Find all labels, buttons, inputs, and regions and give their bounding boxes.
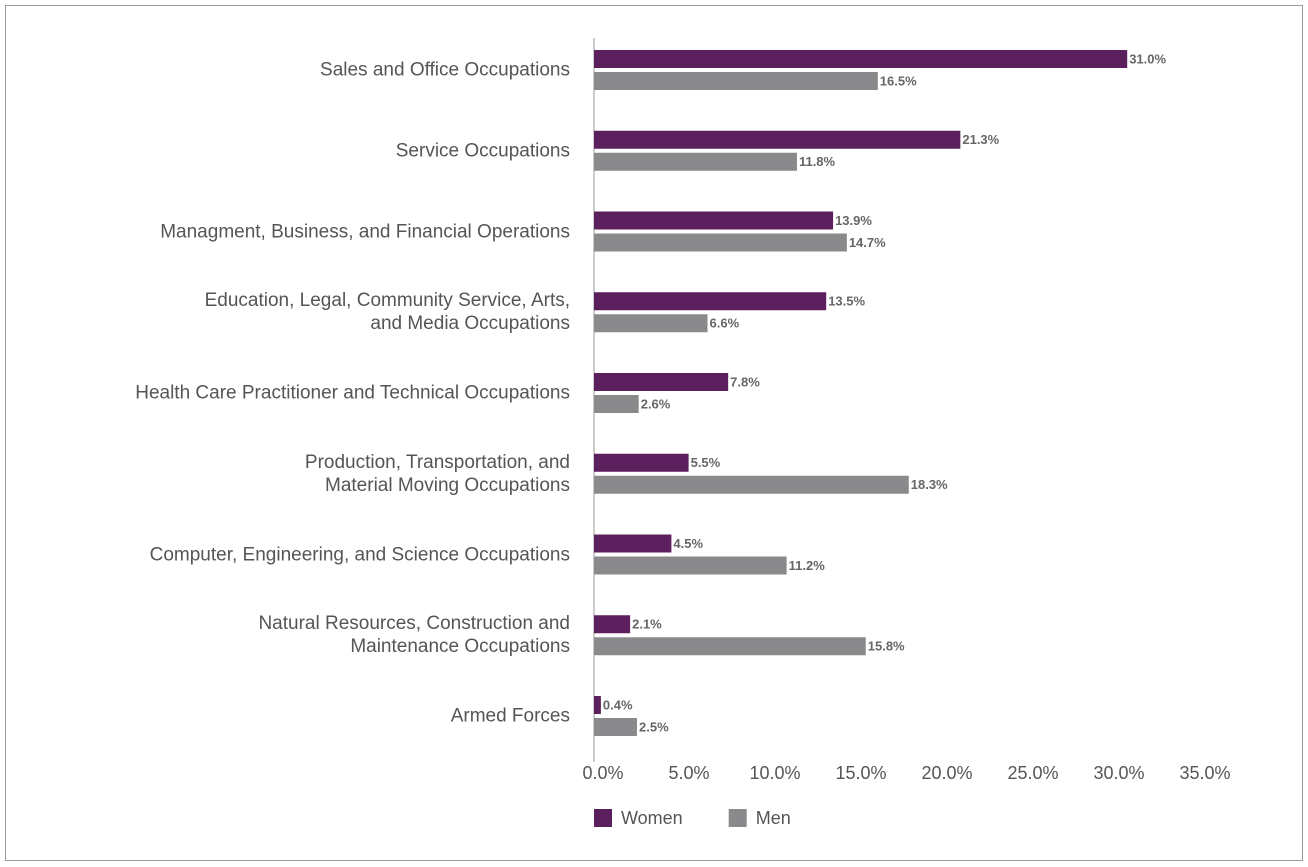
bar <box>594 395 639 413</box>
value-label: 14.7% <box>849 235 886 250</box>
value-label: 6.6% <box>710 316 740 331</box>
bar <box>594 534 672 553</box>
bar <box>594 292 827 311</box>
value-label: 16.5% <box>880 73 917 88</box>
category-label: Armed Forces <box>450 705 570 727</box>
bar <box>594 72 878 90</box>
value-label: 15.8% <box>868 639 905 654</box>
value-label: 13.9% <box>835 213 872 228</box>
bar <box>594 314 708 333</box>
category-label: Education, Legal, Community Service, Art… <box>204 290 570 335</box>
bar <box>594 152 797 171</box>
bar <box>594 637 866 656</box>
value-label: 4.5% <box>673 536 703 551</box>
legend-label: Women <box>621 808 683 828</box>
value-label: 5.5% <box>691 455 721 470</box>
value-label: 31.0% <box>1129 51 1166 66</box>
category-label: Health Care Practitioner and Technical O… <box>135 382 570 404</box>
value-label: 18.3% <box>911 477 948 492</box>
bar <box>594 718 637 736</box>
x-tick-label: 25.0% <box>1007 763 1058 783</box>
bar <box>594 373 729 391</box>
value-label: 11.8% <box>799 154 836 169</box>
category-label: Production, Transportation, and Material… <box>304 451 570 496</box>
bar <box>594 696 601 714</box>
value-label: 11.2% <box>789 558 826 573</box>
value-label: 13.5% <box>828 294 865 309</box>
x-tick-label: 15.0% <box>835 763 886 783</box>
category-label: Service Occupations <box>395 140 570 162</box>
bar <box>594 475 909 494</box>
x-tick-label: 30.0% <box>1093 763 1144 783</box>
x-tick-label: 10.0% <box>749 763 800 783</box>
x-tick-label: 5.0% <box>668 763 709 783</box>
category-label: Natural Resources, Construction and Main… <box>258 613 570 658</box>
value-label: 2.6% <box>641 396 671 411</box>
bar <box>594 615 631 634</box>
frame <box>5 5 1303 861</box>
bar <box>594 556 787 575</box>
x-tick-label: 35.0% <box>1179 763 1230 783</box>
category-label: Sales and Office Occupations <box>320 59 570 81</box>
bar <box>594 233 847 252</box>
legend-label: Men <box>756 808 791 828</box>
value-label: 2.5% <box>639 719 669 734</box>
bar <box>594 50 1128 68</box>
x-tick-label: 20.0% <box>921 763 972 783</box>
value-label: 7.8% <box>730 374 760 389</box>
value-label: 21.3% <box>962 132 999 147</box>
bar <box>594 130 961 149</box>
bar <box>594 211 834 230</box>
bar <box>594 453 689 472</box>
category-label: Computer, Engineering, and Science Occup… <box>149 544 570 565</box>
legend-swatch <box>728 809 747 827</box>
x-tick-label: 0.0% <box>582 763 623 783</box>
legend-swatch <box>594 809 612 827</box>
value-label: 2.1% <box>632 617 662 632</box>
value-label: 0.4% <box>603 697 633 712</box>
category-label: Managment, Business, and Financial Opera… <box>160 221 570 242</box>
